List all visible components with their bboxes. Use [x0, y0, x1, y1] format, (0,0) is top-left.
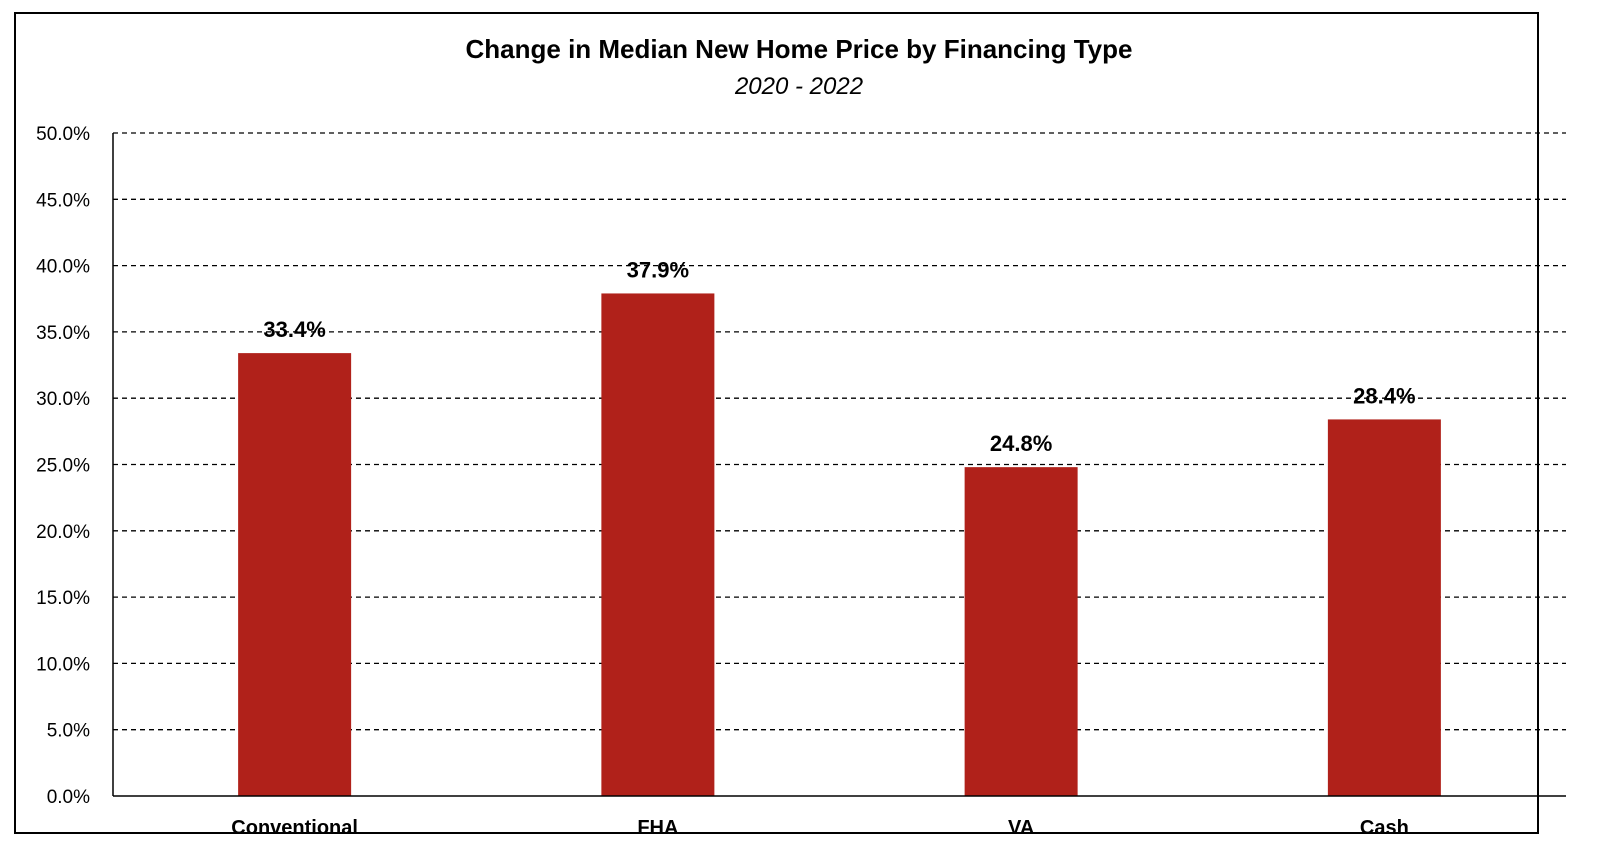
data-label: 28.4%	[1353, 383, 1415, 408]
x-axis-labels: Conventional FHA VA Cash	[231, 817, 1409, 839]
y-tick-label: 40.0%	[36, 257, 90, 278]
bar-va	[964, 467, 1078, 796]
x-category-label: Cash	[1360, 817, 1409, 839]
x-category-label: FHA	[637, 817, 678, 839]
data-label: 33.4%	[263, 317, 325, 342]
data-label: 37.9%	[627, 257, 689, 282]
y-tick-label: 20.0%	[36, 522, 90, 543]
bars	[238, 293, 1441, 796]
y-tick-label: 25.0%	[36, 456, 90, 477]
chart-subtitle: 2020 - 2022	[734, 73, 863, 100]
chart-title: Change in Median New Home Price by Finan…	[466, 34, 1133, 64]
bar-conventional	[238, 353, 352, 796]
y-axis-ticks: 0.0% 5.0% 10.0% 15.0% 20.0% 25.0% 30.0% 35.0% 40…	[36, 124, 90, 808]
bar-cash	[1327, 419, 1441, 796]
x-category-label: VA	[1008, 817, 1034, 839]
y-tick-label: 5.0%	[47, 721, 90, 742]
value-labels: 33.4% 37.9% 24.8% 28.4%	[263, 257, 1415, 456]
y-tick-label: 10.0%	[36, 654, 90, 675]
y-tick-label: 0.0%	[47, 787, 90, 808]
y-tick-label: 15.0%	[36, 588, 90, 609]
data-label: 24.8%	[990, 431, 1052, 456]
x-category-label: Conventional	[231, 817, 358, 839]
y-tick-label: 35.0%	[36, 323, 90, 344]
y-tick-label: 45.0%	[36, 190, 90, 211]
bar-fha	[601, 293, 715, 796]
gridlines	[113, 132, 1566, 731]
y-tick-label: 50.0%	[36, 124, 90, 145]
y-tick-label: 30.0%	[36, 389, 90, 410]
